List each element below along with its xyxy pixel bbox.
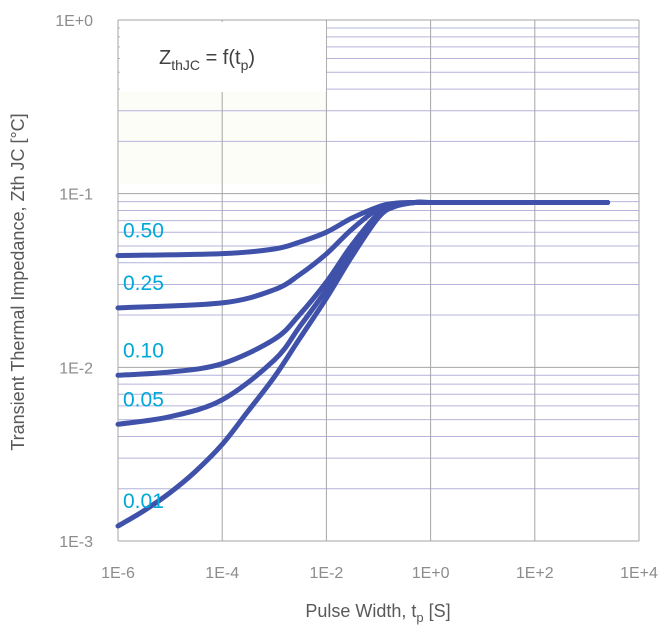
- curve-label-0.01: 0.01: [123, 490, 164, 513]
- curve-labels: 0.50 0.25 0.10 0.05 0.01: [123, 220, 164, 513]
- x-tick-label: 1E-6: [101, 565, 135, 582]
- y-tick-label: 1E-2: [59, 360, 93, 377]
- annotation-rest: = f(t: [200, 47, 241, 69]
- y-tick-label: 1E+0: [55, 13, 93, 30]
- y-tick-labels: 1E-3 1E-2 1E-1 1E+0: [55, 13, 93, 551]
- curve-label-0.10: 0.10: [123, 339, 164, 362]
- annotation-sub: thJC: [171, 57, 200, 73]
- annotation-title: ZthJC = f(tp): [159, 47, 255, 73]
- x-tick-labels: 1E-6 1E-4 1E-2 1E+0 1E+2 1E+4: [101, 565, 658, 582]
- annotation-main: Z: [159, 47, 171, 69]
- x-tick-label: 1E-2: [310, 565, 344, 582]
- annotation-close: ): [248, 47, 255, 69]
- x-axis-label-main: Pulse Width, t: [305, 601, 416, 621]
- x-axis-label: Pulse Width, tp [S]: [305, 601, 450, 625]
- x-axis-label-suffix: [S]: [424, 601, 451, 621]
- x-tick-label: 1E+2: [516, 565, 554, 582]
- y-tick-label: 1E-3: [59, 534, 93, 551]
- y-axis-label: Transient Thermal Impedance, Zth JC [°C]: [8, 113, 28, 450]
- x-tick-label: 1E-4: [205, 565, 239, 582]
- series-line-0.01: [115, 199, 611, 529]
- x-axis-label-sub: p: [416, 610, 423, 625]
- series-group: [115, 199, 611, 529]
- annotation-box: [120, 22, 326, 92]
- y-tick-label: 1E-1: [59, 187, 93, 204]
- curve-label-0.50: 0.50: [123, 220, 164, 243]
- curve-label-0.05: 0.05: [123, 388, 164, 411]
- x-tick-label: 1E+4: [620, 565, 658, 582]
- curve-label-0.25: 0.25: [123, 272, 164, 295]
- annotation-sub2: p: [241, 57, 249, 73]
- x-tick-label: 1E+0: [412, 565, 450, 582]
